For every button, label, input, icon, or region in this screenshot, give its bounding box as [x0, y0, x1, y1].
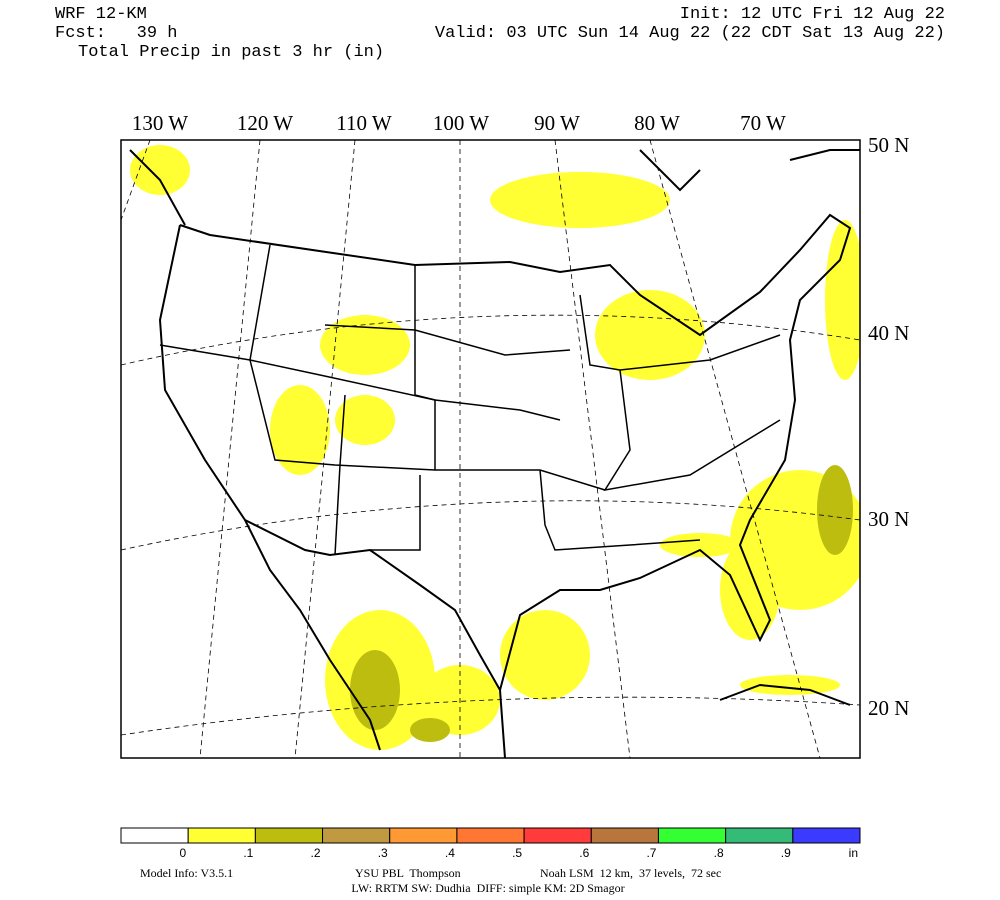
colorbar-box: [456, 827, 525, 844]
colorbar-label: .5: [512, 846, 522, 860]
colorbar-label: .3: [378, 846, 388, 860]
colorbar-box: [725, 827, 794, 844]
colorbar-label: .9: [781, 846, 791, 860]
colorbar-box: [120, 827, 189, 844]
longitude-label: 130 W: [132, 111, 188, 135]
colorbar-box: [523, 827, 592, 844]
colorbar-label: in: [849, 846, 858, 860]
state-lines: [159, 244, 781, 556]
latitude-label: 50 N: [868, 133, 909, 157]
model-title: WRF 12-KM: [55, 5, 147, 24]
longitude-label: 80 W: [634, 111, 680, 135]
forecast-hour: Fcst: 39 h: [55, 24, 177, 43]
lsm-info: Noah LSM 12 km, 37 levels, 72 sec: [540, 866, 721, 880]
colorbar-box: [389, 827, 458, 844]
colorbar-label: .2: [311, 846, 321, 860]
coastlines-borders: [129, 149, 860, 758]
colorbar-label: .7: [646, 846, 656, 860]
longitude-label: 90 W: [534, 111, 580, 135]
map-frame: [120, 139, 861, 759]
map-border-ticks: [121, 140, 860, 758]
colorbar-box: [322, 827, 391, 844]
pbl-info: YSU PBL Thompson: [355, 866, 461, 880]
model-info: Model Info: V3.5.1: [140, 866, 233, 880]
colorbar-label: .1: [243, 846, 253, 860]
latitude-label: 30 N: [868, 507, 909, 531]
init-time: Init: 12 UTC Fri 12 Aug 22: [680, 5, 945, 24]
colorbar-label: .6: [579, 846, 589, 860]
physics-info: LW: RRTM SW: Dudhia DIFF: simple KM: 2D …: [351, 881, 624, 895]
longitude-label: 100 W: [433, 111, 489, 135]
longitude-label: 70 W: [740, 111, 786, 135]
colorbar-label: 0: [179, 846, 186, 860]
colorbar-box: [657, 827, 727, 844]
colorbar-label: .8: [714, 846, 724, 860]
precip-areas: [130, 145, 860, 750]
colorbar-box: [792, 827, 861, 844]
colorbar-box: [187, 827, 256, 844]
map: [120, 139, 861, 759]
longitude-label: 110 W: [336, 111, 392, 135]
graticule: [121, 140, 860, 758]
colorbar-label: .4: [445, 846, 455, 860]
longitude-label: 120 W: [237, 111, 293, 135]
valid-time: Valid: 03 UTC Sun 14 Aug 22 (22 CDT Sat …: [435, 24, 945, 43]
latitude-label: 20 N: [868, 696, 909, 720]
latitude-label: 40 N: [868, 321, 909, 345]
field-title: Total Precip in past 3 hr (in): [78, 43, 384, 62]
colorbar-box: [590, 827, 659, 844]
colorbar-box: [254, 827, 324, 844]
